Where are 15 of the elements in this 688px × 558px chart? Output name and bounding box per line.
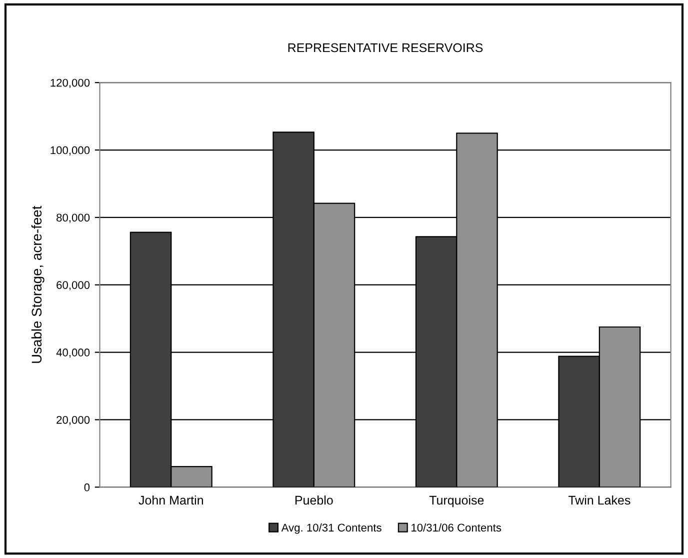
y-tick-label: 120,000 <box>50 78 90 88</box>
legend-label: 10/31/06 Contents <box>412 523 502 532</box>
y-tick-label: 100,000 <box>50 146 90 156</box>
y-axis-title: Usable Storage, acre-feet <box>31 206 44 363</box>
y-tick-label: 80,000 <box>56 214 90 223</box>
x-tick-label: Pueblo <box>295 495 333 505</box>
x-tick-label: John Martin <box>138 495 203 505</box>
y-tick-label: 60,000 <box>56 281 90 290</box>
chart-title: REPRESENTATIVE RESERVOIRS <box>288 43 483 52</box>
y-tick-label: 0 <box>84 483 90 492</box>
x-tick-label: Twin Lakes <box>568 495 630 505</box>
x-tick-label: Turquoise <box>429 495 484 508</box>
y-tick-label: 20,000 <box>56 416 90 426</box>
legend-label: Avg. 10/31 Contents <box>281 523 382 534</box>
y-tick-label: 40,000 <box>56 348 90 358</box>
